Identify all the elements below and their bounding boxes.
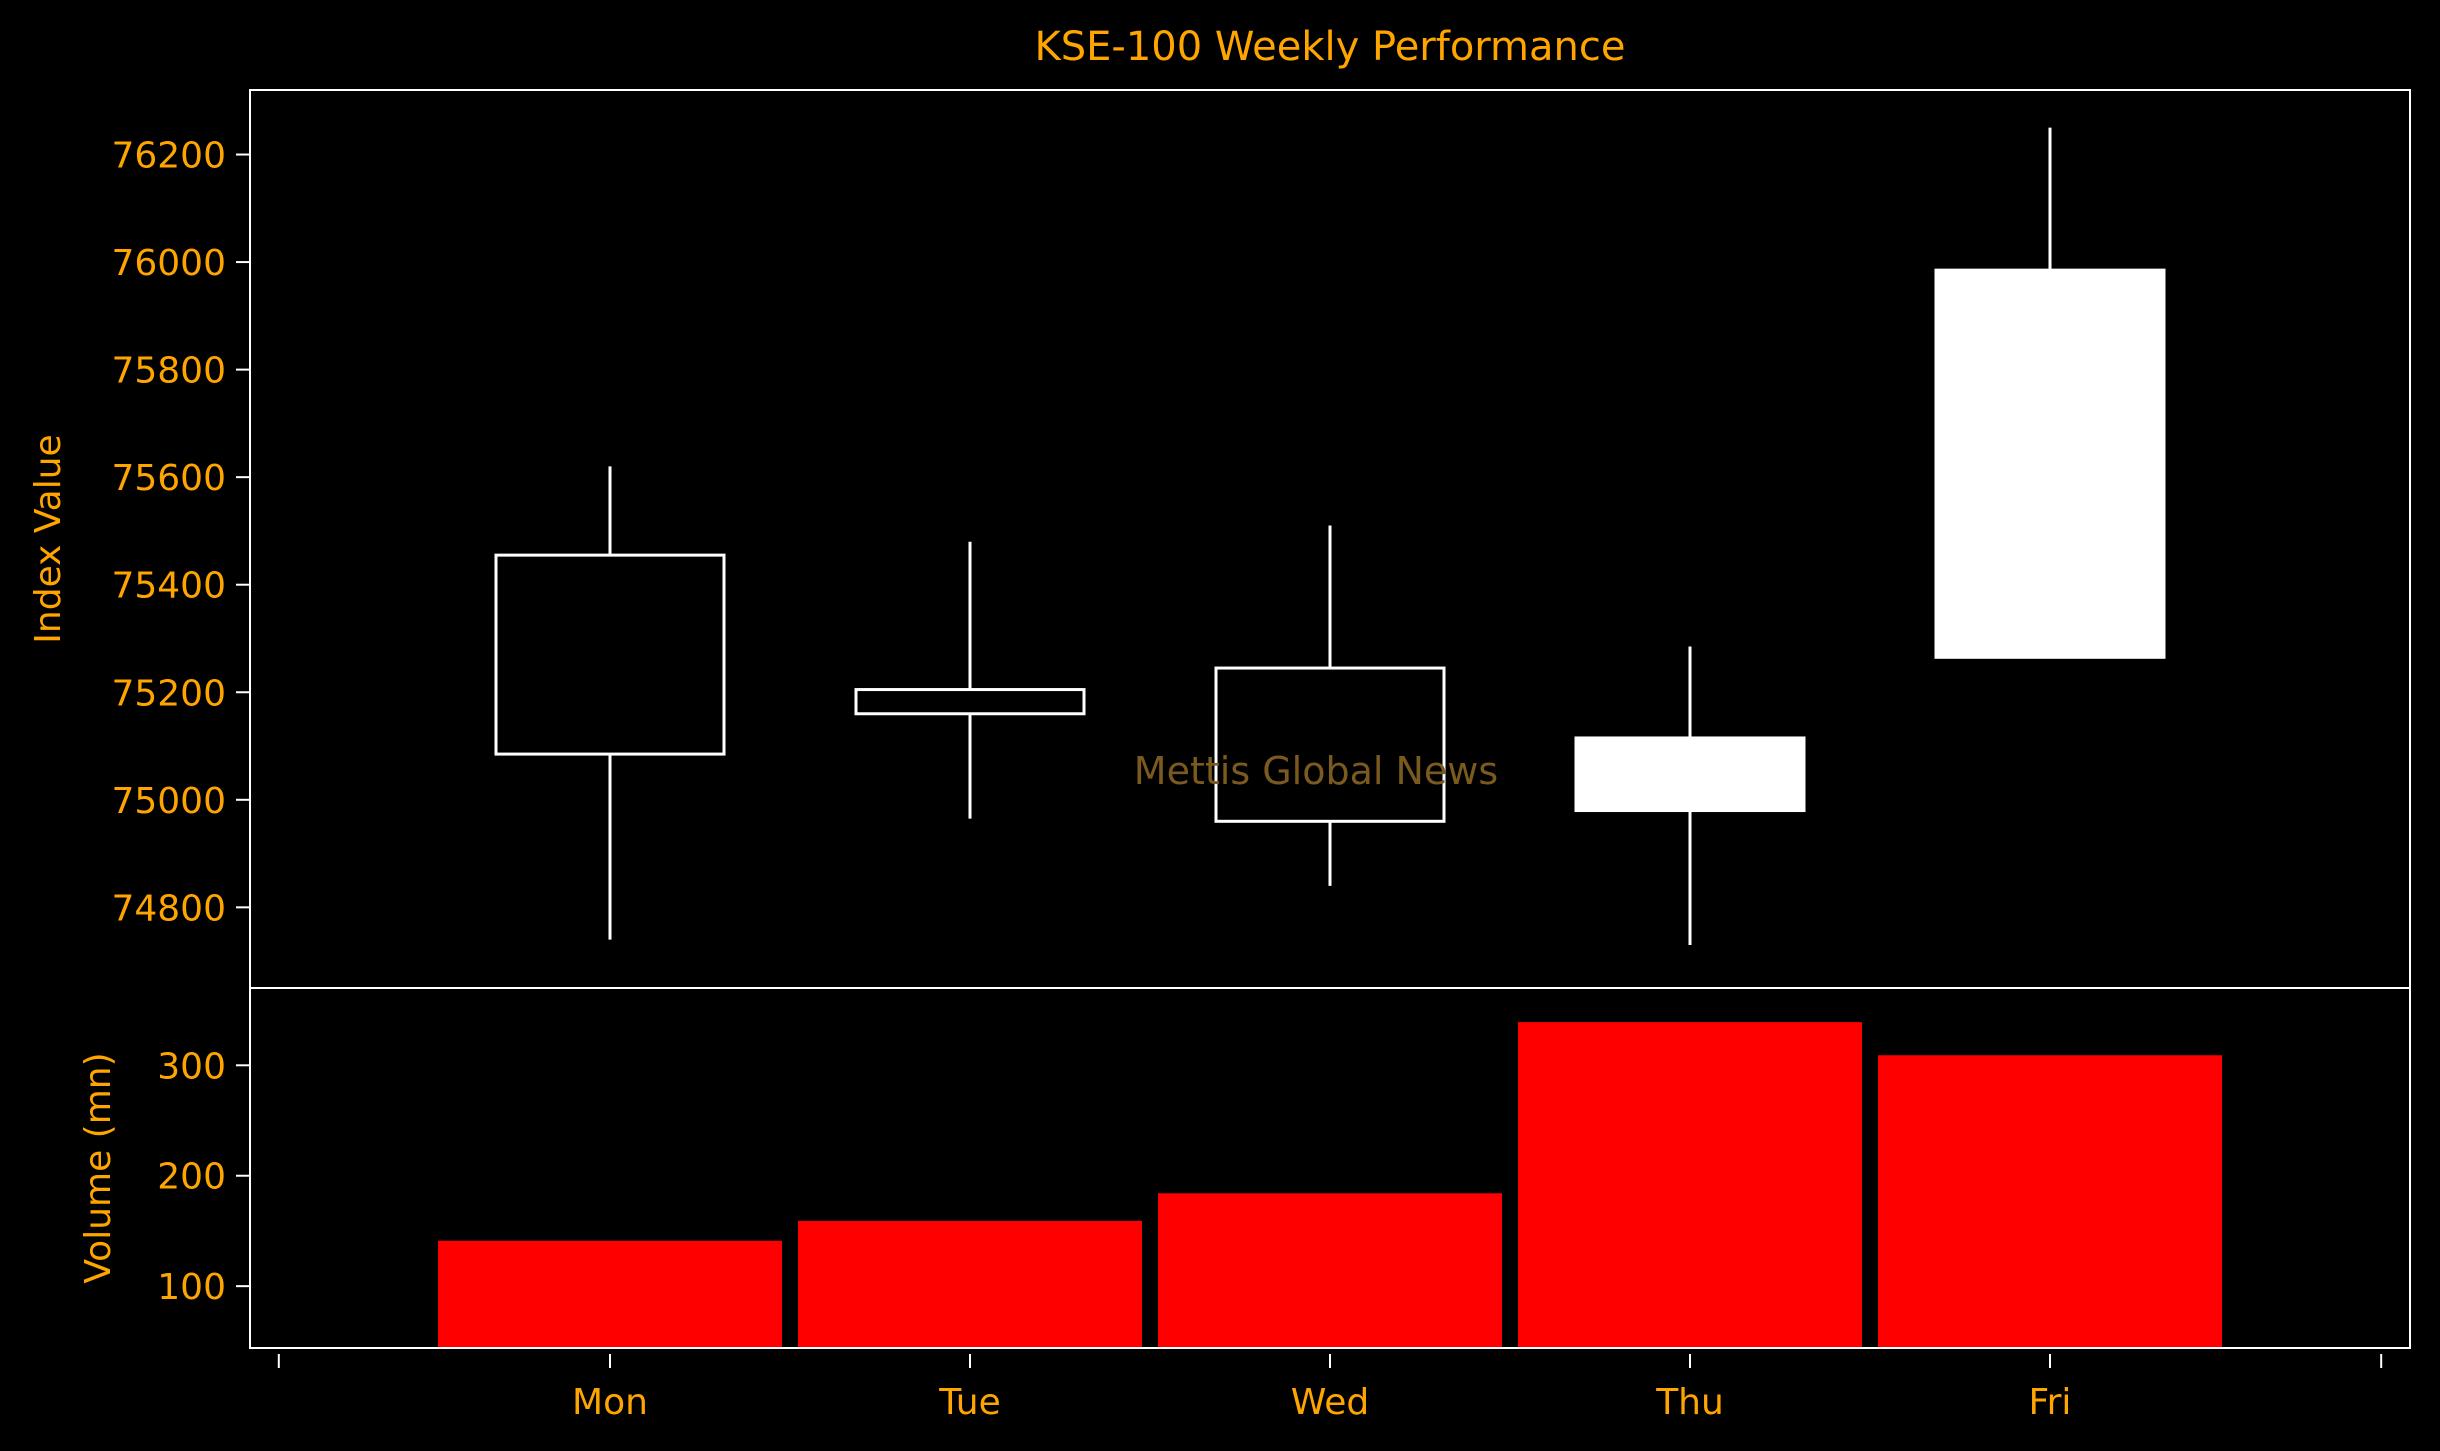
price-ytick-label-7: 76200 [111,136,226,177]
candle-body-tue [854,688,1086,716]
candle-body-fri [1934,268,2166,659]
price-ytick-label-1: 75000 [111,781,226,822]
xtick-label-wed: Wed [1291,1382,1370,1423]
volume-ytick-label-1: 200 [157,1157,226,1198]
volume-panel: 100 200 300 Volume (mn) [78,987,2411,1350]
volume-bar-wed [1156,1191,1504,1349]
candle-body-mon [494,553,726,756]
price-ytick-label-0: 74800 [111,888,226,929]
volume-ytick-label-0: 100 [157,1267,226,1308]
price-panel: 74800 75000 75200 75400 75600 75800 76000 76200… [28,89,2411,989]
price-ytick-label-5: 75800 [111,351,226,392]
xtick-label-thu: Thu [1655,1382,1724,1423]
price-ytick-label-2: 75200 [111,673,226,714]
volume-bar-tue [796,1218,1144,1350]
price-ytick-label-6: 76000 [111,243,226,284]
xtick-label-tue: Tue [938,1382,1001,1423]
volume-ytick-label-2: 300 [157,1046,226,1087]
volume-panel-frame [249,987,2411,1349]
candle-body-wed [1214,666,1446,823]
volume-bar-fri [1876,1053,2224,1350]
volume-bar-thu [1516,1020,1864,1349]
xtick-label-fri: Fri [2029,1382,2072,1423]
watermark-text: Mettis Global News [1134,749,1498,793]
price-ytick-label-4: 75600 [111,458,226,499]
price-ytick-label-3: 75400 [111,566,226,607]
candle-body-thu [1574,736,1806,813]
xtick-label-mon: Mon [572,1382,648,1423]
volume-bar-mon [436,1238,784,1350]
volume-ylabel: Volume (mn) [78,1052,119,1283]
price-ylabel: Index Value [28,434,69,643]
x-axis: Mon Tue Wed Thu Fri [277,1354,2383,1423]
chart-title: KSE-100 Weekly Performance [1035,24,1626,70]
